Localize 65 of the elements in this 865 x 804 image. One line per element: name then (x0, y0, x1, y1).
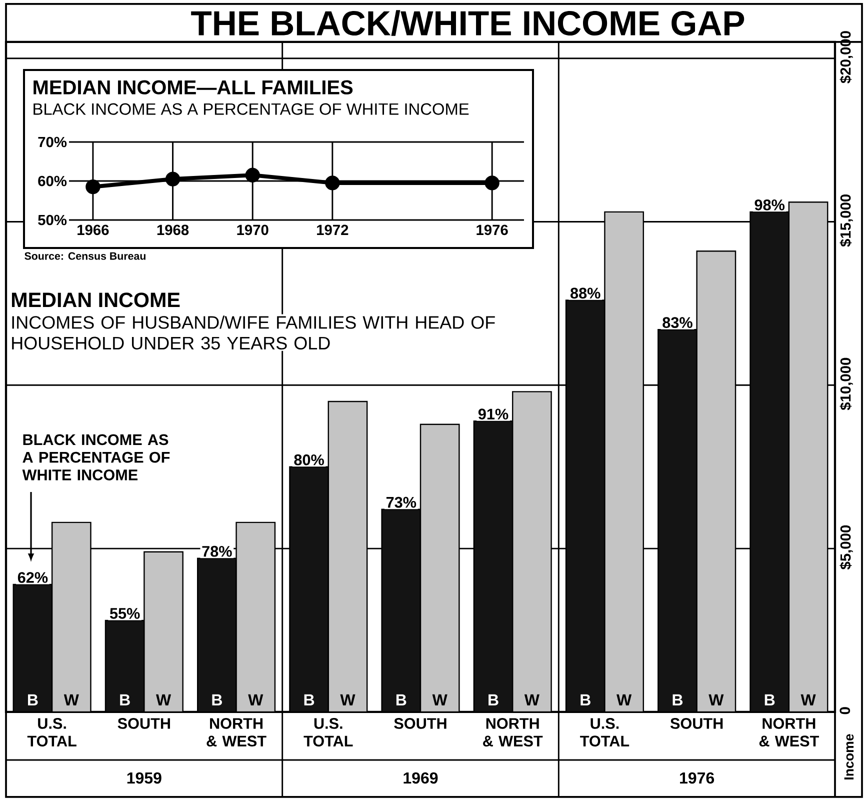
x-tick-label: NORTH & WEST (483, 718, 543, 747)
text: 1969 (404, 772, 438, 784)
x-tick-label: SOUTH (670, 718, 723, 729)
y-axis-title: Income (844, 734, 854, 780)
text: B (580, 694, 590, 706)
chart-title: THE BLACK/WHITE INCOME GAP (191, 10, 744, 36)
annotation: 55% (110, 608, 140, 619)
annotation: 73% (386, 496, 416, 508)
text: W (340, 694, 356, 706)
y-tick-label: 60% (38, 176, 67, 186)
x-tick-label: 1976 (476, 224, 508, 236)
x-tick-label: SOUTH (118, 718, 170, 729)
x-tick-label: NORTH & WEST (759, 718, 820, 747)
text: B (672, 694, 683, 706)
text: W (708, 694, 724, 706)
x-tick-label: SOUTH (394, 718, 446, 729)
x-tick-label: U.S. TOTAL (27, 718, 76, 747)
y-tick-label: 70% (38, 136, 67, 148)
series-label: W (64, 694, 79, 706)
y-tick-label: 50% (38, 214, 67, 226)
chart-title: MEDIAN INCOME—ALL FAMILIES (34, 80, 353, 94)
text: B (212, 694, 222, 706)
text: W (156, 694, 172, 706)
chart-subtitle: BLACK INCOME AS A PERCENTAGE OF WHITE INCOME (34, 103, 469, 115)
x-tick-label: U.S. TOTAL (304, 718, 353, 747)
annotation: 80% (294, 454, 324, 466)
y-tick-label: $5,000 (840, 525, 853, 570)
annotation: 91% (478, 408, 508, 420)
x-tick-label: 1972 (317, 224, 348, 236)
text: W (432, 694, 448, 706)
text: B (396, 694, 406, 706)
y-tick-label: $15,000 (840, 194, 853, 247)
annotation: 98% (754, 199, 785, 210)
x-tick-label: U.S. TOTAL (580, 718, 630, 747)
text: 1959 (127, 772, 162, 784)
y-tick-label: 0 (840, 707, 850, 714)
point (86, 180, 100, 194)
text: W (616, 694, 632, 706)
text: B (764, 694, 775, 706)
text: B (488, 694, 498, 706)
x-tick-label: 1966 (78, 224, 109, 236)
annotation: 83% (662, 317, 692, 328)
text: W (524, 694, 540, 706)
annotation: INCOMES OF HUSBAND/WIFE FAMILIES WITH HEAD OF HOUSEHOLD UNDER 35 YEARS OLD (12, 316, 495, 350)
point (325, 176, 340, 190)
annotation: 88% (570, 288, 600, 299)
x-tick-label: NORTH & WEST (206, 718, 266, 747)
text: 1976 (680, 772, 714, 784)
annotation: Source: Census Bureau (24, 252, 146, 260)
annotation: BLACK INCOME AS A PERCENTAGE OF WHITE INCOME (22, 434, 170, 480)
point (245, 168, 260, 182)
text: B (120, 694, 130, 706)
point (165, 172, 180, 186)
annotation: 78% (202, 546, 232, 557)
text: W (800, 694, 816, 706)
series-label: B (28, 694, 38, 706)
point (484, 176, 500, 190)
text: MEDIAN INCOME (12, 292, 180, 308)
text: W (248, 694, 264, 706)
annotation: 62% (18, 572, 48, 583)
y-tick-label: $10,000 (840, 358, 853, 410)
text: B (304, 694, 314, 706)
x-tick-label: 1968 (157, 224, 189, 236)
y-tick-label: $20,000 (840, 31, 853, 84)
x-tick-label: 1970 (237, 224, 268, 236)
